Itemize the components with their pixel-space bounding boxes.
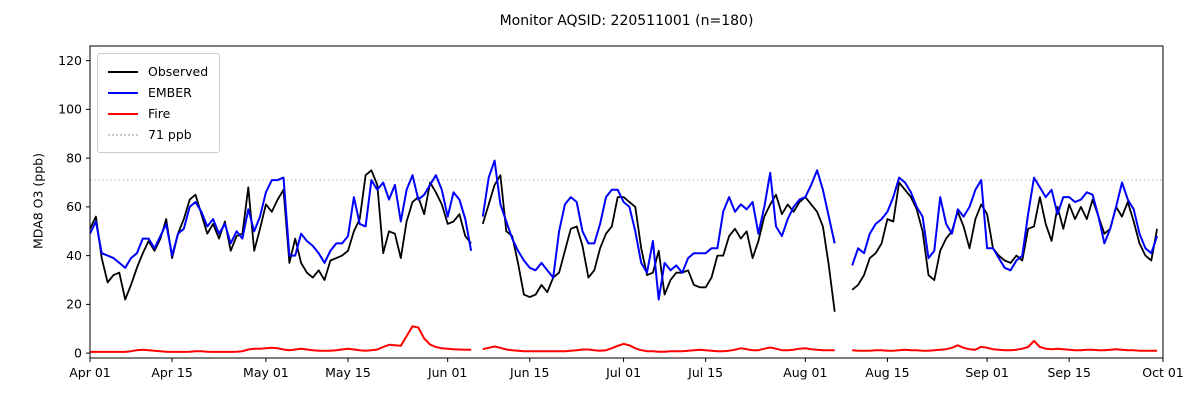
ember-line [89,159,1159,301]
x-tick-label: Aug 15 [865,365,909,380]
x-tick-label: May 01 [243,365,289,380]
y-tick-label: 80 [66,150,82,165]
legend-label-observed: Observed [148,64,209,79]
fire-line [90,325,1158,353]
legend-item-fire: Fire [108,103,208,124]
legend-label-fire: Fire [148,106,171,121]
x-tick-label: Aug 01 [783,365,827,380]
x-tick-label: Jul 15 [687,365,723,380]
legend: Observed EMBER Fire 71 ppb [97,53,221,153]
x-tick-label: Jul 01 [605,365,641,380]
legend-label-threshold: 71 ppb [148,127,192,142]
x-tick-label: May 15 [325,365,371,380]
y-tick-label: 120 [58,53,82,68]
y-tick-label: 0 [74,345,82,360]
y-tick-label: 60 [66,199,82,214]
legend-label-ember: EMBER [148,85,192,100]
x-tick-label: Apr 01 [69,365,111,380]
y-axis-label: MDA8 O3 (ppb) [30,153,46,249]
observed-line [89,169,1158,312]
plot-border [89,45,1164,359]
x-tick-label: Sep 15 [1047,365,1090,380]
x-tick-label: Sep 01 [965,365,1008,380]
y-tick-label: 20 [66,297,82,312]
ember-line-swatch [108,91,138,94]
fire-line-swatch [108,112,138,115]
x-tick-label: Jun 15 [509,365,549,380]
y-tick-label: 100 [58,102,82,117]
legend-item-threshold: 71 ppb [108,124,208,145]
x-tick-label: Jun 01 [427,365,467,380]
y-tick-label: 40 [66,248,82,263]
legend-item-observed: Observed [108,61,208,82]
chart-title: Monitor AQSID: 220511001 (n=180) [499,13,754,29]
legend-item-ember: EMBER [108,82,208,103]
x-tick-label: Oct 01 [1142,365,1184,380]
observed-line-swatch [108,70,138,73]
x-tick-label: Apr 15 [151,365,193,380]
threshold-line-swatch [108,133,138,136]
